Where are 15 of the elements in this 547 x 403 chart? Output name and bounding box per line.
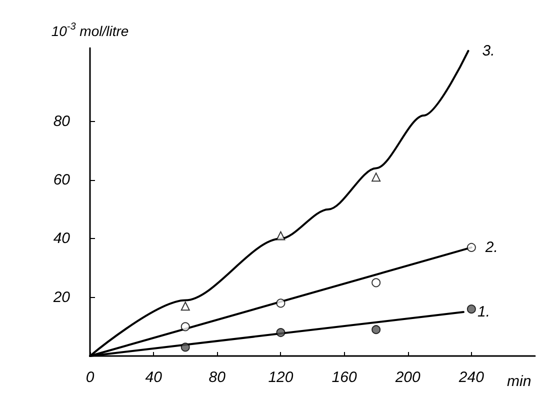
x-tick-label: 40 [145,369,163,386]
series-label: 2. [484,238,498,256]
y-tick-label: 40 [53,230,71,248]
series-label: 1. [477,304,490,320]
x-tick-label: 80 [208,369,226,386]
x-tick-label: 200 [394,369,422,386]
x-tick-label: 160 [332,369,358,386]
x-tick-label: 240 [458,369,485,386]
y-tick-label: 20 [52,288,71,306]
y-tick-label: 80 [53,112,71,130]
y-tick-label: 60 [53,172,71,188]
x-tick-label: 120 [268,369,294,386]
x-axis-title: min [507,373,532,390]
x-tick-label: 0 [86,369,95,386]
series-label: 3. [482,42,495,60]
